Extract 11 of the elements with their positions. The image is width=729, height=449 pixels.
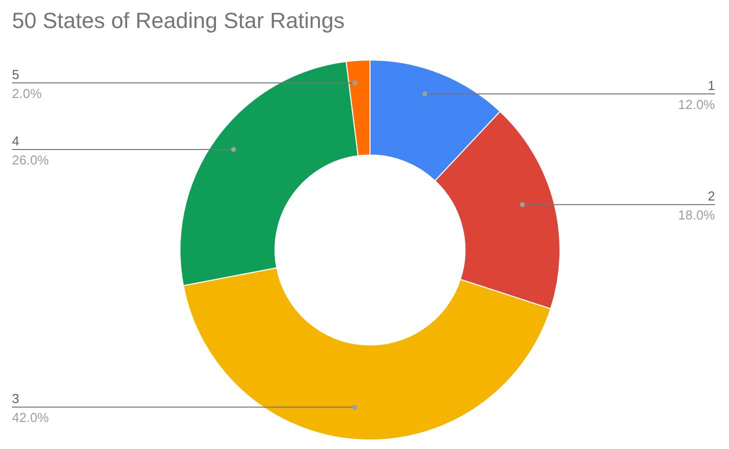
slice-label: 5 [12, 66, 20, 82]
data-label: 18.0% [678, 208, 716, 223]
chart-title: 50 States of Reading Star Ratings [12, 8, 345, 34]
slice-label: 1 [708, 78, 715, 93]
data-label: 42.0% [12, 410, 50, 426]
data-label: 12.0% [678, 96, 716, 112]
data-label: 2.0% [12, 86, 42, 101]
data-label: 26.0% [12, 152, 50, 168]
slice-label: 3 [12, 391, 20, 406]
slice-label: 4 [12, 133, 20, 148]
slice-label: 2 [708, 188, 715, 204]
